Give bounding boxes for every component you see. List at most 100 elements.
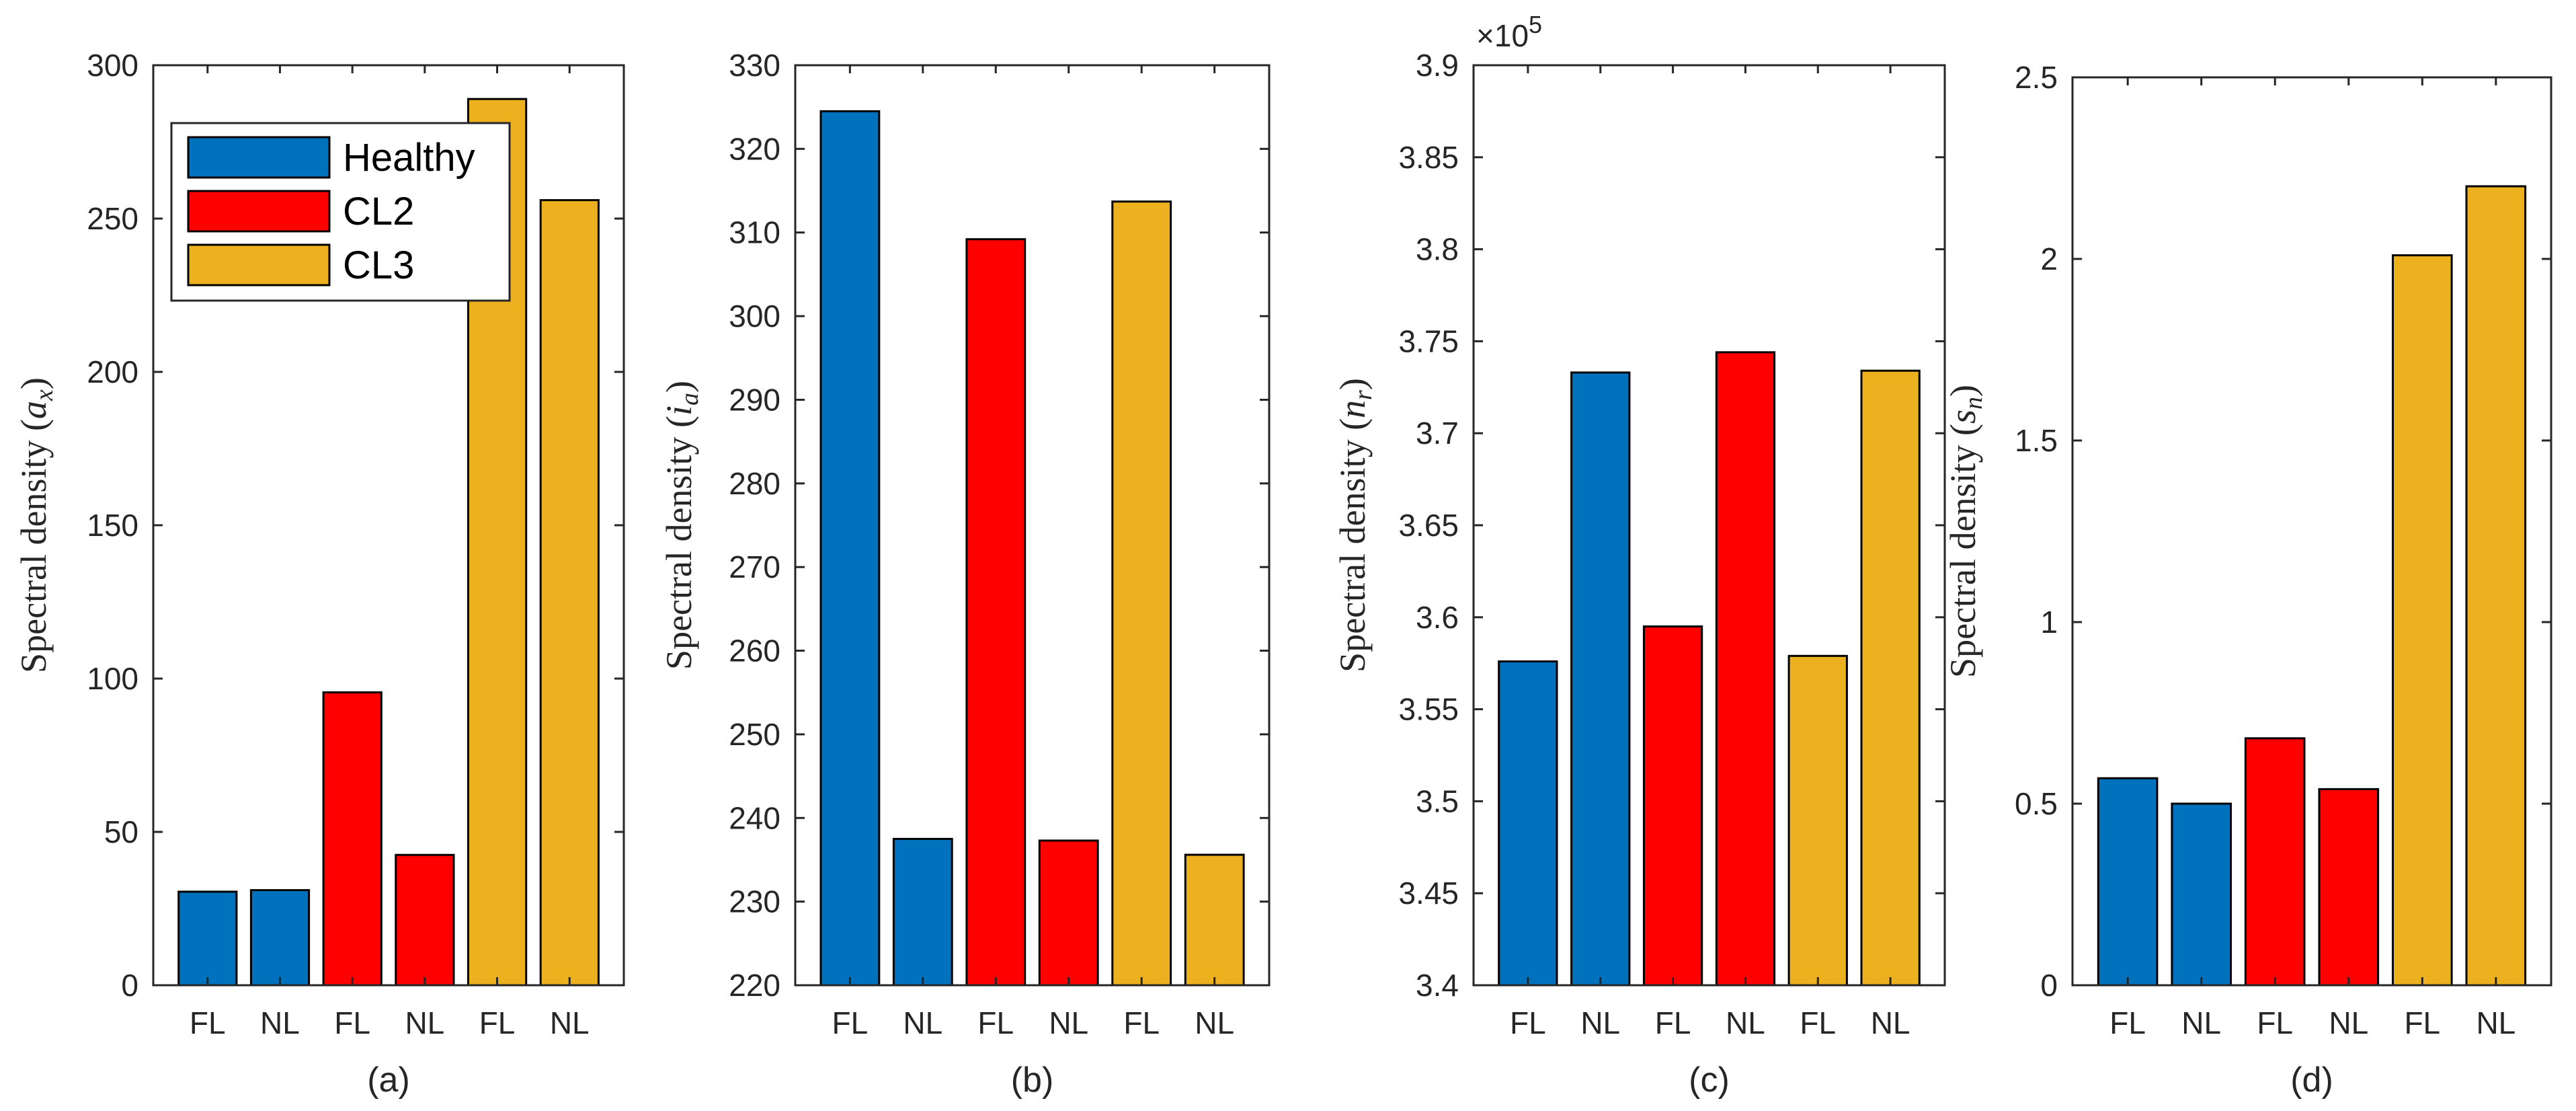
x-tick-label: FL (2257, 1005, 2293, 1040)
legend: Healthy CL2 CL3 (170, 122, 511, 302)
x-tick-label: FL (2404, 1005, 2440, 1040)
panel-caption: (d) (2290, 1061, 2333, 1100)
y-tick-label: 0 (2040, 968, 2058, 1003)
y-tick-label: 200 (87, 354, 138, 389)
y-tick-label: 150 (87, 508, 138, 543)
x-tick-label: NL (2476, 1005, 2515, 1040)
y-axis-label: Spectral density (sn) (1943, 385, 1988, 678)
y-tick-label: 320 (729, 131, 780, 166)
y-tick-label: 230 (729, 884, 780, 919)
y-tick-label: 240 (729, 800, 780, 835)
bar-cl2-fl (322, 691, 383, 987)
panel-a: FL NL FL NL FL NL 0 50 100 150 200 250 300 Spectral d… (13, 48, 625, 1100)
x-tick-label: NL (2329, 1005, 2368, 1040)
bar-healthy-nl (2171, 802, 2232, 987)
bar-cl2-fl (2244, 737, 2306, 987)
axes-box (152, 64, 625, 987)
x-tick-label: FL (190, 1005, 226, 1040)
bar-healthy-nl (1570, 371, 1631, 987)
y-tick-label: 220 (729, 968, 780, 1003)
x-tick-label: FL (1655, 1005, 1691, 1040)
y-exponent-label: ×105 (1476, 11, 1542, 53)
bar-cl2-nl (2318, 788, 2380, 987)
panel-caption: (b) (1011, 1061, 1054, 1100)
legend-swatch-cl3 (187, 243, 331, 286)
y-tick-label: 0.5 (2015, 786, 2058, 821)
bar-cl3-fl (1111, 200, 1172, 987)
panel-d: FL NL FL NL FL NL 0 0.5 1 1.5 2 2.5 Spectral density… (1943, 60, 2552, 1100)
y-tick-label: 3.45 (1398, 876, 1459, 911)
x-tick-label: NL (1195, 1005, 1234, 1040)
axes-box (1472, 64, 1946, 987)
bar-healthy-fl (177, 890, 238, 987)
axes-box (794, 64, 1271, 987)
bar-cl2-nl (1038, 839, 1099, 987)
panel-caption: (a) (367, 1061, 410, 1100)
bar-cl3-fl (1787, 654, 1848, 987)
x-tick-label: FL (977, 1005, 1014, 1040)
panel-caption: (c) (1689, 1061, 1730, 1100)
x-tick-label: NL (550, 1005, 590, 1040)
bar-cl2-fl (1642, 625, 1703, 987)
bar-healthy-nl (249, 889, 311, 987)
bar-cl2-nl (395, 853, 455, 987)
y-tick-label: 1 (2040, 605, 2058, 640)
y-tick-label: 270 (729, 549, 780, 584)
panel-b: FL NL FL NL FL NL 220 230 240 250 260 270 280 290 300 3… (659, 48, 1271, 1100)
y-tick-label: 280 (729, 466, 780, 501)
y-tick-label: 3.7 (1416, 416, 1459, 451)
y-tick-label: 250 (87, 201, 138, 236)
y-tick-label: 300 (87, 48, 138, 83)
y-axis-label: Spectral density (ia) (659, 381, 704, 670)
panel-c: FL NL FL NL FL NL 3.4 3.45 3.5 3.55 3.6 3.65 3.7 3.75… (1332, 11, 1946, 1100)
y-tick-label: 3.9 (1416, 48, 1459, 83)
legend-swatch-healthy (187, 136, 331, 179)
x-tick-label: NL (903, 1005, 942, 1040)
y-tick-label: 260 (729, 634, 780, 668)
y-tick-label: 0 (121, 968, 138, 1003)
y-tick-label: 3.55 (1398, 692, 1459, 727)
bar-cl3-nl (1860, 369, 1921, 987)
x-tick-label: FL (832, 1005, 869, 1040)
y-tick-label: 290 (729, 382, 780, 417)
y-tick-label: 3.4 (1416, 968, 1459, 1003)
y-tick-label: 3.65 (1398, 508, 1459, 543)
x-tick-label: FL (479, 1005, 516, 1040)
y-tick-label: 3.75 (1398, 323, 1459, 358)
bar-healthy-fl (1498, 660, 1558, 987)
bar-cl2-fl (965, 238, 1027, 987)
y-tick-label: 1.5 (2015, 423, 2058, 458)
y-tick-label: 330 (729, 48, 780, 83)
bar-cl3-nl (539, 199, 600, 987)
legend-label-cl3: CL3 (343, 243, 414, 287)
y-axis-label: Spectral density (nr) (1332, 378, 1377, 673)
legend-swatch-cl2 (187, 190, 331, 233)
x-tick-label: NL (1580, 1005, 1620, 1040)
x-tick-label: FL (1800, 1005, 1836, 1040)
y-tick-label: 2 (2040, 241, 2058, 276)
y-tick-label: 300 (729, 299, 780, 334)
y-tick-label: 3.8 (1416, 232, 1459, 267)
y-tick-label: 100 (87, 661, 138, 696)
x-tick-label: NL (1049, 1005, 1088, 1040)
legend-label-healthy: Healthy (343, 136, 475, 180)
bar-cl2-nl (1715, 351, 1776, 987)
y-tick-label: 3.6 (1416, 600, 1459, 635)
y-tick-label: 250 (729, 717, 780, 752)
x-tick-label: FL (334, 1005, 370, 1040)
y-tick-label: 310 (729, 215, 780, 250)
legend-label-cl2: CL2 (343, 190, 414, 233)
y-tick-label: 3.85 (1398, 140, 1459, 175)
bar-healthy-fl (2097, 777, 2159, 987)
y-tick-label: 3.5 (1416, 783, 1459, 818)
x-tick-label: FL (1510, 1005, 1546, 1040)
x-tick-label: NL (1871, 1005, 1910, 1040)
x-tick-label: FL (1123, 1005, 1160, 1040)
bar-cl3-nl (1184, 853, 1245, 987)
bar-healthy-fl (819, 110, 881, 987)
x-tick-label: NL (2181, 1005, 2221, 1040)
x-tick-label: NL (260, 1005, 300, 1040)
y-tick-label: 2.5 (2015, 60, 2058, 95)
axes-box (2071, 76, 2552, 987)
